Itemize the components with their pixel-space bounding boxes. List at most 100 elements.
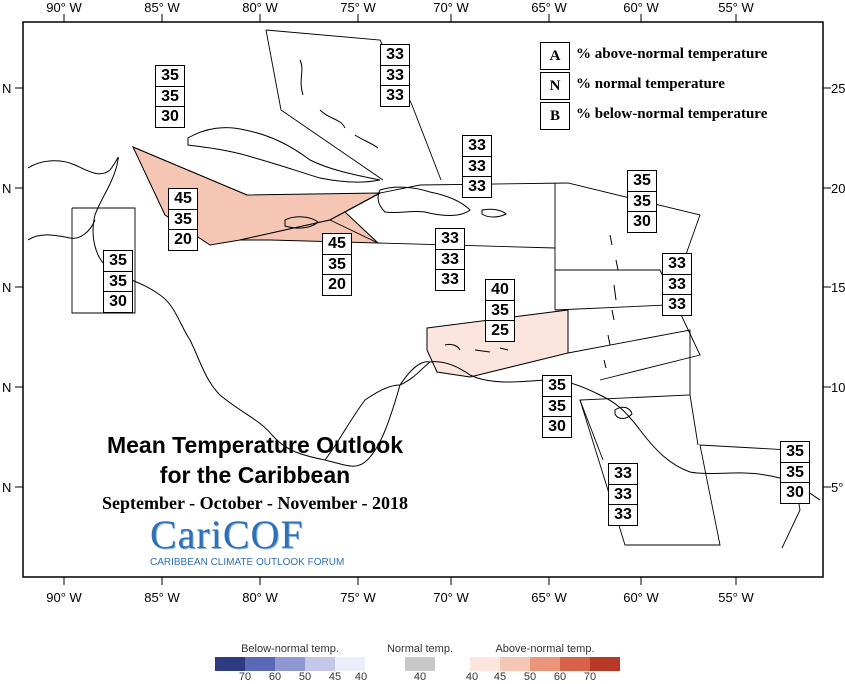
scale-tick: 70 [583,671,597,683]
lon-label: 65° W [531,0,567,15]
prob-below: 20 [168,229,198,252]
prob-normal: 33 [462,155,492,178]
legend-text: % normal temperature [576,76,725,92]
coastlines [27,59,821,501]
prob-box-suriname: 35 35 30 [780,441,810,505]
prob-normal: 35 [155,85,185,108]
logo-subtitle: CARIBBEAN CLIMATE OUTLOOK FORUM [150,557,345,568]
scale-tick: 60 [268,671,282,683]
lon-label: 75° W [340,0,376,15]
prob-above: 45 [168,188,198,210]
swatch [245,657,275,671]
scale-ticks: 40 [380,671,460,683]
scale-title: Below-normal temp. [241,643,339,655]
lat-label: N [2,480,11,495]
scale-tick: 50 [523,671,537,683]
lat-label: N [2,181,11,196]
tick-marks [15,14,831,585]
prob-normal: 35 [322,253,352,276]
prob-above: 45 [322,233,352,255]
prob-normal: 33 [380,64,410,87]
lon-label: 70° W [433,590,469,605]
prob-below: 33 [380,85,410,108]
scale-tick: 50 [298,671,312,683]
prob-normal: 35 [780,461,810,484]
prob-box-hispaniola-south: 33 33 33 [435,228,465,292]
swatch [530,657,560,671]
coast-hispaniola [377,186,471,216]
prob-normal: 33 [435,248,465,271]
lon-label: 60° W [623,590,659,605]
prob-below: 30 [542,416,572,439]
lat-label: 10 [831,380,845,395]
lat-label: N [2,380,11,395]
latitude-labels-right: 25 20 15 10 5° [831,81,845,495]
scale-tick: 40 [465,671,479,683]
prob-above: 35 [103,250,133,272]
lat-label: 20 [831,181,845,196]
prob-box-leeward-islands: 35 35 30 [627,170,657,234]
swatch [590,657,620,671]
lat-label: 5° [831,480,843,495]
swatch-row [380,657,460,671]
prob-box-windward-islands: 33 33 33 [662,253,692,317]
legend-letter: B [540,102,570,130]
lon-label: 85° W [144,590,180,605]
scale-tick: 45 [328,671,342,683]
scale-tick: 45 [493,671,507,683]
scale-below-normal: Below-normal temp. 70 60 50 45 40 [215,643,368,683]
lon-label: 60° W [623,0,659,15]
prob-above: 40 [485,279,515,301]
caricof-logo: CariCOF CARIBBEAN CLIMATE OUTLOOK FORUM [150,515,350,569]
prob-above: 33 [380,44,410,66]
legend-letter: N [540,72,570,100]
swatch [215,657,245,671]
coast-mexico-central-america [27,156,431,467]
prob-normal: 35 [627,190,657,213]
longitude-labels-bottom: 90° W 85° W 80° W 75° W 70° W 65° W 60° … [46,590,754,605]
prob-below: 30 [627,211,657,234]
swatch [275,657,305,671]
prob-below: 33 [662,294,692,317]
legend-text: % above-normal temperature [576,46,768,62]
prob-above: 33 [662,253,692,275]
prob-below: 33 [435,269,465,292]
lon-label: 90° W [46,590,82,605]
coast-venezuela-west [399,361,431,386]
prob-below: 30 [780,482,810,505]
lon-label: 80° W [242,590,278,605]
swatch [335,657,365,671]
scale-ticks: 40 45 50 60 70 [466,671,620,683]
title-block: Mean Temperature Outlook for the Caribbe… [60,430,450,514]
lon-label: 55° W [718,0,754,15]
lon-label: 80° W [242,0,278,15]
prob-below: 30 [155,106,185,129]
swatch [560,657,590,671]
scale-tick: 40 [413,671,427,683]
scale-tick: 40 [354,671,368,683]
coast-trinidad [614,406,633,419]
lat-label: N [2,81,11,96]
coast-south-america [429,361,821,501]
coast-bahamas-2 [319,109,346,129]
prob-box-trinidad: 35 35 30 [542,375,572,439]
prob-box-guyana: 33 33 33 [608,463,638,527]
prob-normal: 33 [608,483,638,506]
coast-panama-colombia [324,384,401,461]
prob-box-bahamas-west: 35 35 30 [155,65,185,129]
swatch-row [215,657,365,671]
scale-ticks: 70 60 50 45 40 [215,671,368,683]
coast-bahamas-1 [299,59,304,96]
prob-normal: 35 [103,270,133,293]
scale-above-normal: Above-normal temp. 40 45 50 60 70 [466,643,620,683]
swatch-row [470,657,620,671]
prob-above: 33 [462,135,492,157]
scale-title: Normal temp. [386,643,454,655]
prob-above: 35 [780,441,810,463]
lon-label: 90° W [46,0,82,15]
lon-label: 70° W [433,0,469,15]
scale-tick: 60 [553,671,567,683]
longitude-labels-top: 90° W 85° W 80° W 75° W 70° W 65° W 60° … [46,0,754,15]
prob-below: 33 [608,504,638,527]
